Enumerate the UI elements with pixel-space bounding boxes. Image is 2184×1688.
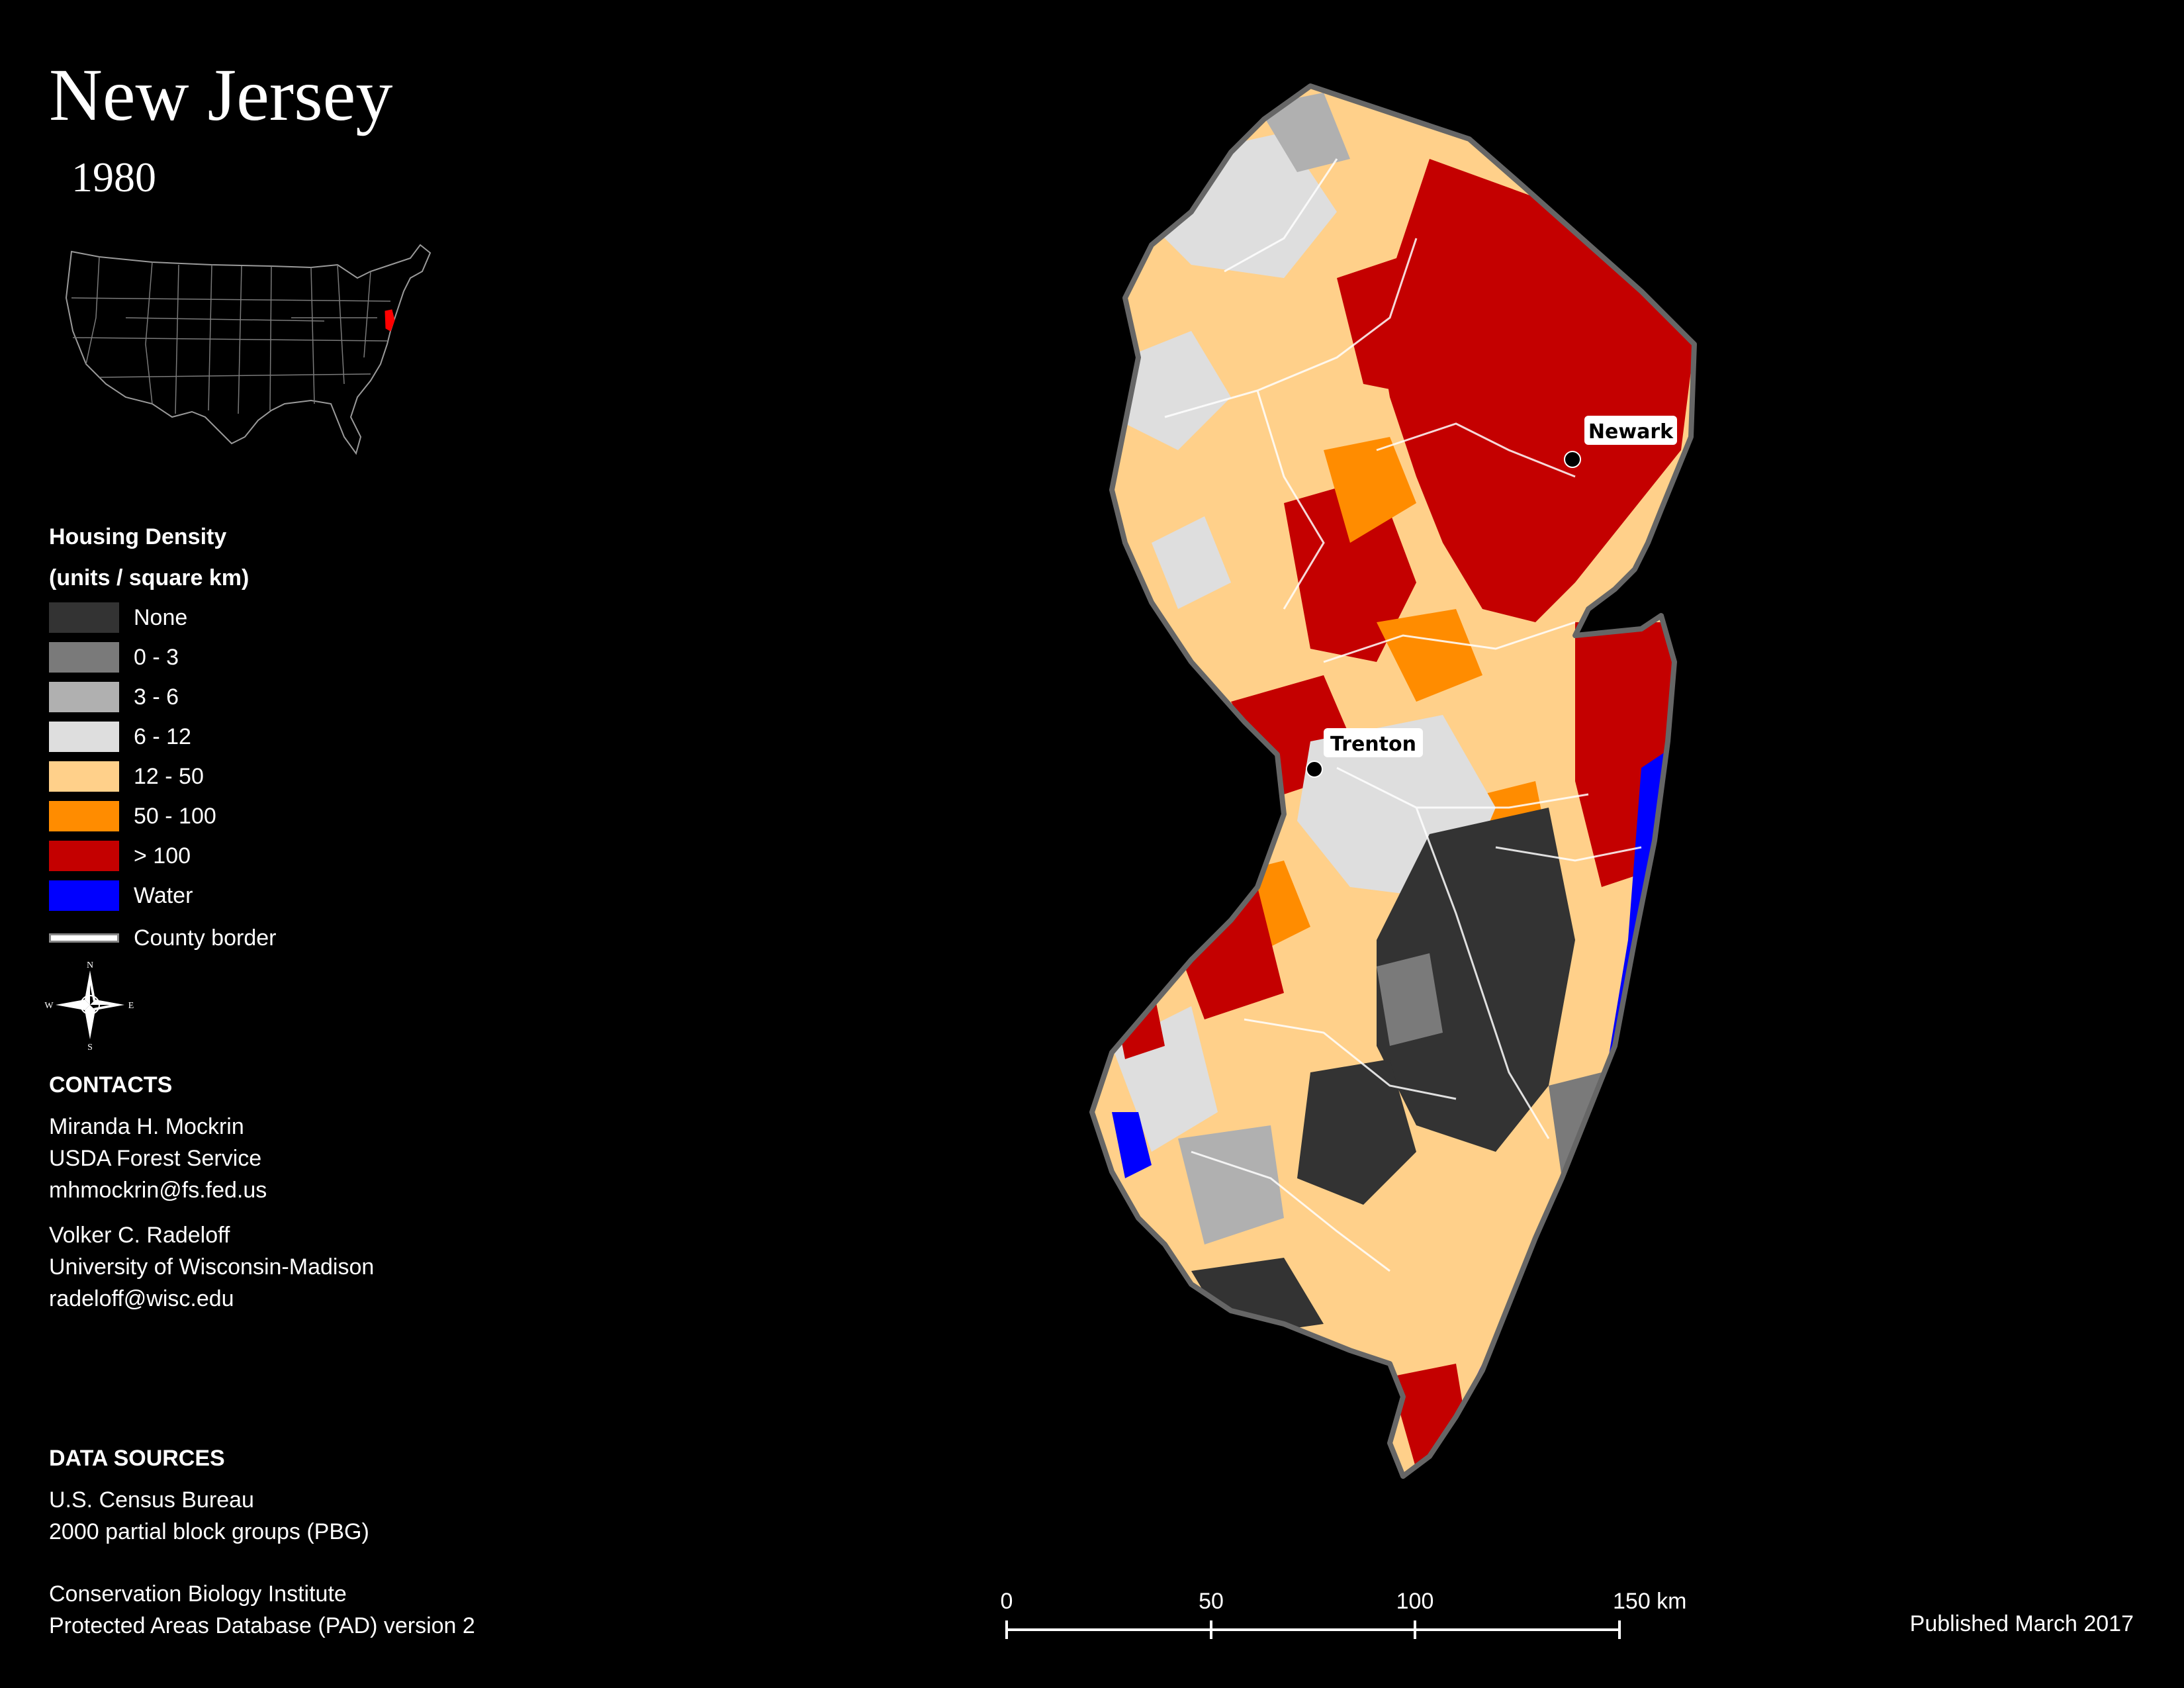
data-source-line3: Conservation Biology Institute: [49, 1581, 347, 1607]
contact-2: Volker C. Radeloff University of Wiscons…: [49, 1219, 374, 1315]
scale-label-150: 150 km: [1613, 1589, 1687, 1614]
legend-label: 0 - 3: [134, 645, 179, 670]
county-border-swatch: [49, 933, 119, 943]
contact-1-email[interactable]: mhmockrin@fs.fed.us: [49, 1178, 267, 1203]
county-border-label: County border: [134, 925, 277, 951]
contact-2-org: University of Wisconsin-Madison: [49, 1254, 375, 1280]
data-source-line1: U.S. Census Bureau: [49, 1487, 254, 1513]
scale-label-0: 0: [1001, 1589, 1013, 1614]
us-outline: [65, 244, 432, 455]
compass-e: E: [128, 1001, 134, 1011]
trenton-label-halo: [1324, 728, 1423, 757]
legend-title: Housing Density (units / square km): [49, 516, 249, 598]
data-source-line2: 2000 partial block groups (PBG): [49, 1519, 369, 1544]
legend-swatch: [49, 761, 119, 792]
county-borders: [1164, 158, 1642, 1272]
contact-1-org: USDA Forest Service: [49, 1146, 262, 1171]
legend-swatch: [49, 642, 119, 673]
legend-label: None: [134, 605, 188, 630]
legend-label: Water: [134, 883, 193, 908]
data-sources-header: DATA SOURCES: [49, 1446, 225, 1471]
legend-swatch: [49, 682, 119, 712]
published-date: Published March 2017: [1909, 1611, 2134, 1636]
map-title: New Jersey: [49, 54, 393, 136]
newark-marker: [1564, 451, 1581, 468]
density-patches: [1092, 86, 1694, 1476]
data-source-census: U.S. Census Bureau 2000 partial block gr…: [49, 1484, 369, 1548]
newark-label: Newark: [1588, 420, 1674, 444]
scale-label-50: 50: [1199, 1589, 1224, 1614]
legend-label: > 100: [134, 843, 191, 868]
contact-1: Miranda H. Mockrin USDA Forest Service m…: [49, 1111, 267, 1206]
legend-swatch: [49, 722, 119, 752]
compass-rose-icon: N S E W: [44, 961, 134, 1051]
scale-bar: 0 50 100 150 km: [1001, 1589, 1687, 1639]
legend-label: 3 - 6: [134, 684, 179, 710]
legend-label: 50 - 100: [134, 804, 216, 829]
city-newark: Newark: [1564, 416, 1677, 468]
legend-title-line2: (units / square km): [49, 565, 250, 590]
legend-label: 6 - 12: [134, 724, 191, 749]
compass-w: W: [44, 1001, 54, 1011]
trenton-label: Trenton: [1330, 733, 1416, 756]
compass-n: N: [87, 961, 93, 970]
legend-swatch: [49, 841, 119, 871]
us-inset-map: [65, 244, 432, 455]
new-jersey-highlight: [385, 309, 395, 332]
new-jersey-housing-density-map: Newark Trenton: [1089, 83, 1697, 1479]
us-state-lines: [71, 256, 391, 414]
contacts-header: CONTACTS: [49, 1072, 173, 1098]
map-year: 1980: [71, 154, 156, 201]
legend-swatch: [49, 801, 119, 831]
compass-s: S: [87, 1043, 93, 1051]
data-source-line4: Protected Areas Database (PAD) version 2: [49, 1613, 475, 1638]
city-trenton: Trenton: [1306, 728, 1423, 778]
data-source-cbi: Conservation Biology Institute Protected…: [49, 1578, 475, 1642]
contact-1-name: Miranda H. Mockrin: [49, 1114, 244, 1139]
newark-label-halo: [1584, 416, 1677, 445]
legend-title-line1: Housing Density: [49, 524, 227, 549]
scale-label-100: 100: [1396, 1589, 1434, 1614]
trenton-marker: [1306, 761, 1323, 778]
legend-swatch: [49, 602, 119, 633]
contact-2-email[interactable]: radeloff@wisc.edu: [49, 1286, 234, 1311]
contact-2-name: Volker C. Radeloff: [49, 1223, 230, 1248]
legend-swatch: [49, 880, 119, 911]
state-outline: [1089, 83, 1697, 1479]
legend-label: 12 - 50: [134, 764, 204, 789]
